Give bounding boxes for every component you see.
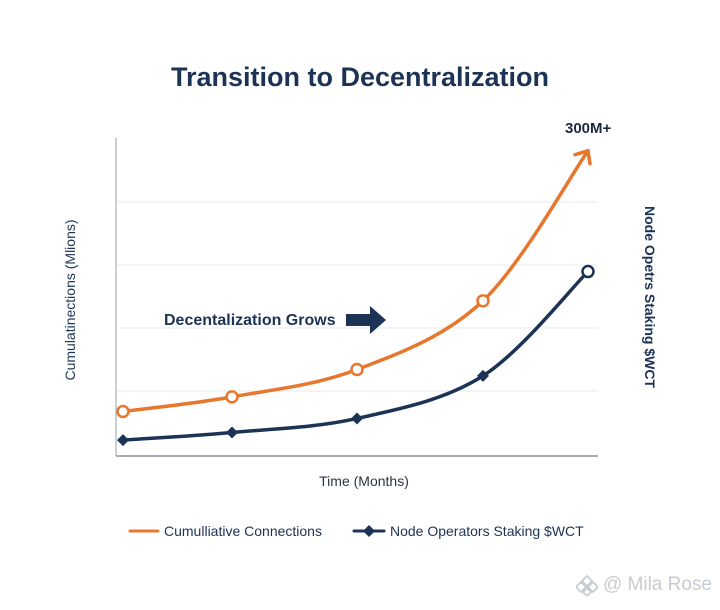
chart-title: Transition to Decentralization <box>170 62 550 92</box>
x-axis-label: Time (Months) <box>319 473 409 489</box>
series-0-point <box>225 390 239 404</box>
right-arrow-icon <box>346 306 386 334</box>
diamond-logo-icon <box>575 574 598 596</box>
y-axis-label-right: Node Opetrs Staking $WCT <box>642 205 658 389</box>
series-1-point <box>351 412 363 425</box>
legend-line-orange-icon <box>128 529 160 533</box>
legend-item-operators: Node Operators Staking $WCT <box>352 523 584 539</box>
series-0-point <box>116 404 130 419</box>
watermark-text: @ Mila Rose <box>602 574 712 595</box>
legend-label-operators: Node Operators Staking $WCT <box>389 523 584 539</box>
top-value-label: 300M+ <box>565 120 612 137</box>
series-0-point <box>350 362 364 377</box>
series-1-point <box>226 426 238 439</box>
series-1-point <box>477 369 489 382</box>
series-1-point <box>581 264 595 279</box>
legend-diamond-line-icon <box>352 525 386 537</box>
legend: Cumulliative Connections Node Operators … <box>128 520 614 542</box>
series-0-arrowhead <box>573 148 592 166</box>
watermark: @ Mila Rose <box>575 574 712 596</box>
legend-item-connections: Cumulliative Connections <box>128 523 322 539</box>
series-1-point <box>117 434 129 447</box>
legend-label-connections: Cumulliative Connections <box>164 523 322 539</box>
annotation-label: Decentalization Grows <box>164 312 336 329</box>
y-axis-label-left: Cumulatinections (Mlions) <box>62 219 78 381</box>
series-0-point <box>476 294 490 308</box>
series-line-0 <box>121 148 590 414</box>
